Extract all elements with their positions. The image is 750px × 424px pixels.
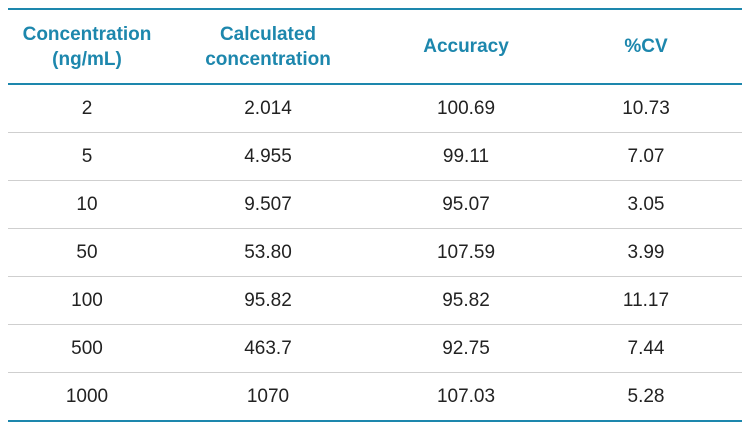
table-cell: 1000 — [65, 385, 109, 407]
header-cell: Calculated concentration — [166, 22, 370, 72]
table-cell: 3.99 — [627, 241, 665, 263]
header-cell: %CV — [562, 34, 730, 59]
table-cell: 3.05 — [627, 193, 665, 215]
table-cell: 10.73 — [622, 97, 670, 119]
table-cell: 10 — [76, 193, 98, 215]
table-cell: 500 — [71, 337, 103, 359]
table-cell: 4.955 — [244, 145, 292, 167]
header-text: concentration — [205, 48, 331, 70]
header-text: %CV — [624, 36, 668, 57]
header-cell: Accuracy — [370, 34, 562, 59]
header-text: (ng/mL) — [52, 48, 122, 70]
table-row: 100 95.82 95.82 11.17 — [8, 277, 742, 325]
table-cell: 2.014 — [244, 97, 292, 119]
table-cell: 50 — [76, 241, 98, 263]
table-row: 1000 1070 107.03 5.28 — [8, 373, 742, 420]
table-cell: 100.69 — [436, 97, 496, 119]
table-cell: 53.80 — [244, 241, 292, 263]
data-table: Concentration (ng/mL) Calculated concentrat… — [8, 8, 742, 422]
header-text: Concentration — [22, 23, 152, 45]
header-text: Accuracy — [423, 36, 509, 57]
table-cell: 2 — [81, 97, 93, 119]
table-row: 5 4.955 99.11 7.07 — [8, 133, 742, 181]
table-cell: 95.07 — [442, 193, 490, 215]
table-cell: 11.17 — [622, 289, 670, 311]
table-row: 50 53.80 107.59 3.99 — [8, 229, 742, 277]
table-cell: 1070 — [246, 385, 290, 407]
table-cell: 107.03 — [436, 385, 496, 407]
table-cell: 100 — [71, 289, 103, 311]
table-row: 2 2.014 100.69 10.73 — [8, 85, 742, 133]
table-cell: 7.07 — [627, 145, 665, 167]
table-cell: 92.75 — [442, 337, 490, 359]
table-row: 500 463.7 92.75 7.44 — [8, 325, 742, 373]
header-row: Concentration (ng/mL) Calculated concentrat… — [8, 10, 742, 85]
table-cell: 99.11 — [442, 145, 490, 167]
table-cell: 107.59 — [436, 241, 496, 263]
table-cell: 5 — [81, 145, 93, 167]
header-cell: Concentration (ng/mL) — [8, 22, 166, 72]
table-cell: 95.82 — [442, 289, 490, 311]
table-cell: 5.28 — [627, 385, 665, 407]
table-cell: 95.82 — [244, 289, 292, 311]
header-text: Calculated — [219, 23, 317, 45]
table-cell: 7.44 — [627, 337, 665, 359]
table-cell: 9.507 — [244, 193, 292, 215]
table-cell: 463.7 — [244, 337, 292, 359]
table-row: 10 9.507 95.07 3.05 — [8, 181, 742, 229]
